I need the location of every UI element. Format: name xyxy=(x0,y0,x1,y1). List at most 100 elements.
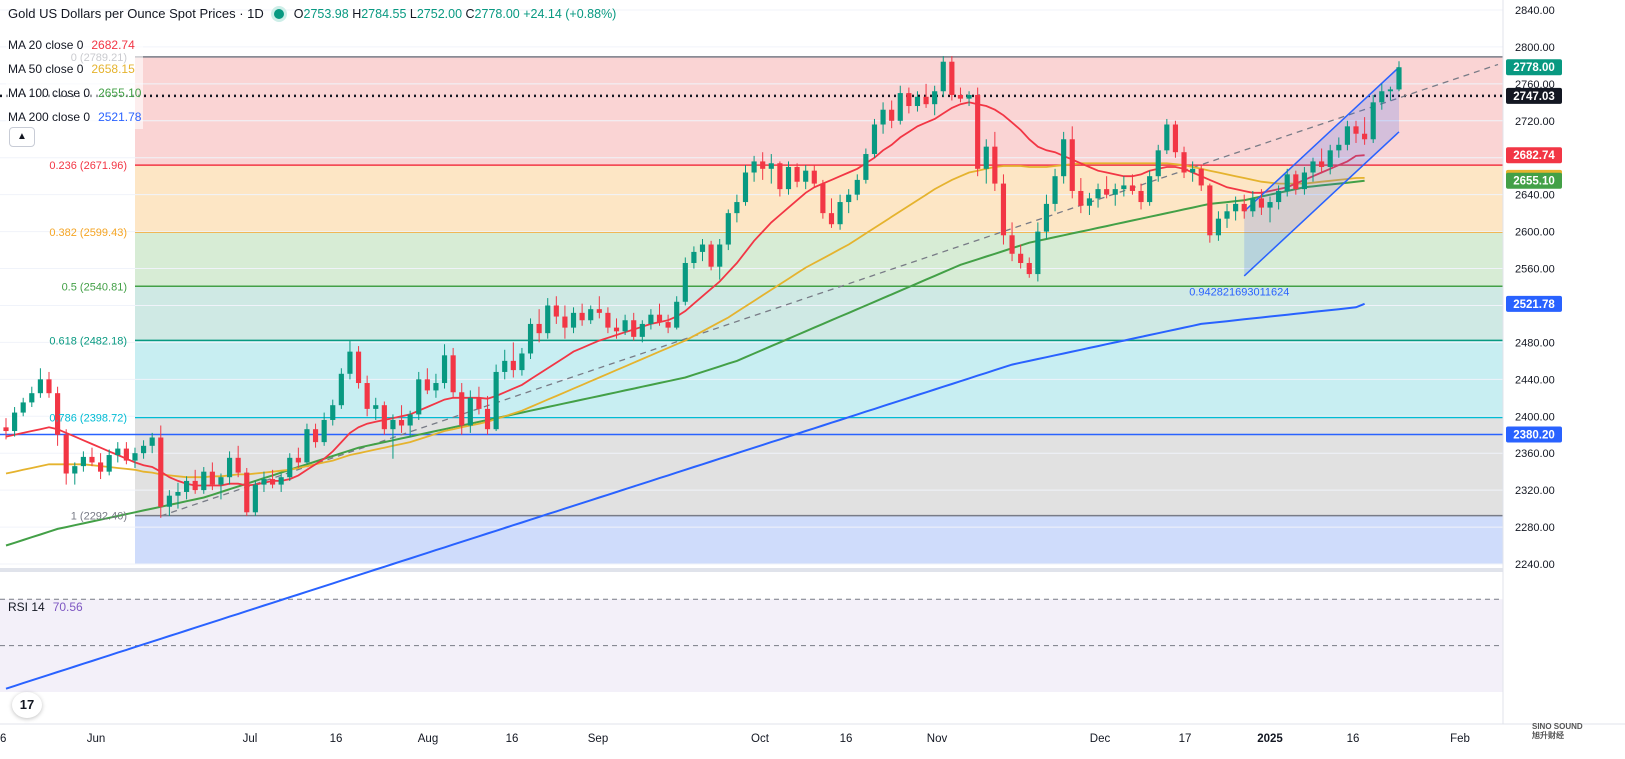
ma200-legend[interactable]: MA 200 close 0 2521.78 xyxy=(6,105,144,129)
ma200-line xyxy=(5,302,1365,690)
candle-body xyxy=(1284,174,1290,191)
symbol-title[interactable]: Gold US Dollars per Ounce Spot Prices · … xyxy=(8,6,264,21)
price-label-bg xyxy=(1506,172,1562,189)
candle-body xyxy=(1310,161,1316,173)
rsi-legend[interactable]: RSI 14 70.56 xyxy=(8,600,83,614)
open-value: 2753.98 xyxy=(303,6,349,21)
candle-body xyxy=(837,202,843,225)
price-tick-label: 2440.00 xyxy=(1515,374,1555,386)
fib-label-1: 1 (2292.40) xyxy=(71,511,127,523)
candle-body xyxy=(166,495,172,507)
low-value: 2752.00 xyxy=(416,6,463,21)
candle-body xyxy=(1370,102,1376,140)
price-label: 2380.20 xyxy=(1506,426,1562,443)
candle-body xyxy=(579,312,585,321)
candle-body xyxy=(914,96,921,107)
candle-body xyxy=(1190,168,1196,173)
candle-body xyxy=(588,309,594,321)
ma20-legend[interactable]: MA 20 close 0 2682.74 xyxy=(6,33,144,57)
candle-body xyxy=(1172,124,1179,153)
candle-body xyxy=(854,179,860,195)
price-label-text: 2778.00 xyxy=(1513,62,1555,74)
watermark-line-2: 旭升财经 xyxy=(1532,731,1564,740)
ma100-legend[interactable]: MA 100 close 0 2655.10 xyxy=(6,81,144,105)
candle-body xyxy=(1301,172,1307,190)
candle-body xyxy=(1086,198,1093,206)
candle-body xyxy=(957,94,964,99)
candle-body xyxy=(1344,126,1350,145)
candle-body xyxy=(725,213,731,245)
close-value: 2778.00 xyxy=(474,6,520,21)
candle-body xyxy=(338,373,344,406)
price-label-bg xyxy=(1506,426,1562,443)
candle-body xyxy=(20,402,26,413)
candle-body xyxy=(484,408,491,430)
price-tick-label: 2600.00 xyxy=(1515,227,1555,239)
candle-body xyxy=(381,405,387,430)
candle-body xyxy=(1250,198,1256,212)
candle-body xyxy=(1267,202,1273,208)
time-tick-label: 17 xyxy=(1179,733,1192,745)
ma200-value: 2521.78 xyxy=(98,110,142,124)
candle-body xyxy=(923,96,929,105)
indicator-lines xyxy=(0,63,1503,690)
candle-body xyxy=(398,419,405,426)
candle-body xyxy=(639,323,645,337)
tradingview-logo-icon[interactable]: 17 xyxy=(12,692,42,718)
ma100-value: 2655.10 xyxy=(98,86,142,100)
candle-body xyxy=(441,355,448,384)
candle-body xyxy=(1000,183,1007,236)
candle-body xyxy=(648,314,654,324)
channel-upper xyxy=(1243,66,1400,212)
candle-body xyxy=(149,437,155,446)
candle-body xyxy=(1241,203,1247,212)
candle-body xyxy=(846,194,852,203)
collapse-legend-button[interactable]: ▲ xyxy=(9,127,35,147)
candle-body xyxy=(691,251,697,263)
price-tick-label: 2320.00 xyxy=(1515,485,1555,497)
time-tick-label: 16 xyxy=(840,733,853,745)
candle-body xyxy=(295,457,301,463)
candle-body xyxy=(966,94,972,99)
time-tick-label: Oct xyxy=(751,733,770,745)
fib-band-0 xyxy=(135,56,1503,166)
ma20-value: 2682.74 xyxy=(91,38,135,52)
candle-body xyxy=(390,419,396,430)
ohlc-values: O2753.98 H2784.55 L2752.00 C2778.00 +24.… xyxy=(294,7,617,21)
candle-body xyxy=(1215,218,1222,236)
candle-body xyxy=(1155,150,1161,177)
candle-body xyxy=(992,146,998,184)
candle-body xyxy=(1138,190,1144,203)
close-key: C xyxy=(465,6,475,21)
candle-body xyxy=(880,109,886,125)
candle-body xyxy=(768,163,774,169)
candle-body xyxy=(536,323,542,334)
candle-body xyxy=(1164,124,1170,151)
candle-body xyxy=(1095,189,1101,199)
candle-body xyxy=(665,322,671,328)
candle-body xyxy=(89,456,95,463)
open-key: O xyxy=(293,6,304,21)
candle-body xyxy=(777,163,783,190)
candle-body xyxy=(699,244,706,252)
candle-body xyxy=(226,457,233,478)
price-label: 2778.00 xyxy=(1506,59,1562,76)
price-label-bg xyxy=(1506,59,1562,76)
candle-body xyxy=(1026,262,1032,275)
candle-body xyxy=(553,305,559,317)
candle-body xyxy=(373,405,379,409)
price-label-text: 2747.03 xyxy=(1513,91,1555,103)
candle-body xyxy=(545,305,551,334)
ma50-legend[interactable]: MA 50 close 0 2658.15 xyxy=(6,57,144,81)
candle-body xyxy=(1379,91,1385,103)
candle-body xyxy=(1181,152,1187,173)
fib-label-0.618: 0.618 (2482.18) xyxy=(49,335,127,347)
ma50-value: 2658.15 xyxy=(91,62,135,76)
candle-body xyxy=(734,202,740,214)
price-tick-label: 2720.00 xyxy=(1515,116,1555,128)
candle-body xyxy=(940,61,946,92)
candle-body xyxy=(132,453,138,461)
price-label-bg xyxy=(1506,147,1562,164)
candle-body xyxy=(158,437,164,507)
